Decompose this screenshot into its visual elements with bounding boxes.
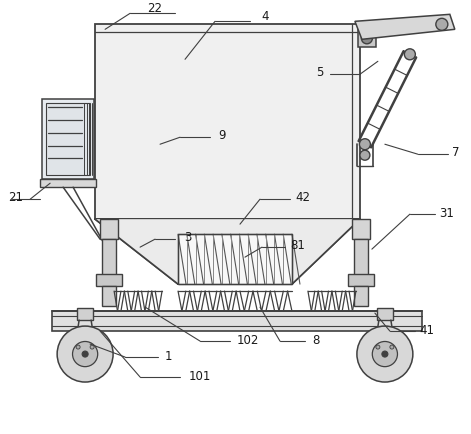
Bar [102,240,116,279]
Circle shape [359,139,370,150]
Bar [52,311,422,331]
Bar [46,104,90,176]
Circle shape [372,342,398,367]
Bar [95,25,360,220]
Circle shape [82,351,88,357]
Bar [354,286,368,306]
Circle shape [357,326,413,382]
Bar [102,286,116,306]
Circle shape [361,34,373,45]
Text: 21: 21 [8,190,23,203]
Bar [96,274,122,286]
Text: 9: 9 [218,128,226,141]
Bar [77,309,93,320]
Circle shape [73,342,97,367]
Text: 1: 1 [164,349,172,362]
Bar [348,274,374,286]
Text: 42: 42 [295,190,310,203]
Text: 81: 81 [291,238,305,251]
Bar [358,30,376,48]
Bar [100,220,118,240]
Text: 41: 41 [419,323,434,336]
Text: 8: 8 [312,333,320,346]
Text: 3: 3 [184,230,192,243]
Text: 22: 22 [147,2,162,15]
Bar [40,180,96,188]
Circle shape [382,351,388,357]
Bar [354,240,368,279]
Bar [42,100,94,180]
Text: 102: 102 [237,333,259,346]
Circle shape [390,345,394,349]
Bar [178,235,292,284]
Text: 101: 101 [189,369,211,381]
Circle shape [360,151,370,161]
Text: 4: 4 [261,10,269,23]
Circle shape [436,19,448,31]
Text: 31: 31 [439,206,454,219]
Bar [352,220,370,240]
Circle shape [76,345,80,349]
Text: 7: 7 [452,145,460,158]
Circle shape [405,49,415,61]
Circle shape [376,345,380,349]
Polygon shape [95,220,360,284]
Bar [377,309,393,320]
Bar [178,235,292,284]
Polygon shape [355,15,455,40]
Text: 5: 5 [316,66,324,79]
Circle shape [57,326,113,382]
Circle shape [90,345,94,349]
